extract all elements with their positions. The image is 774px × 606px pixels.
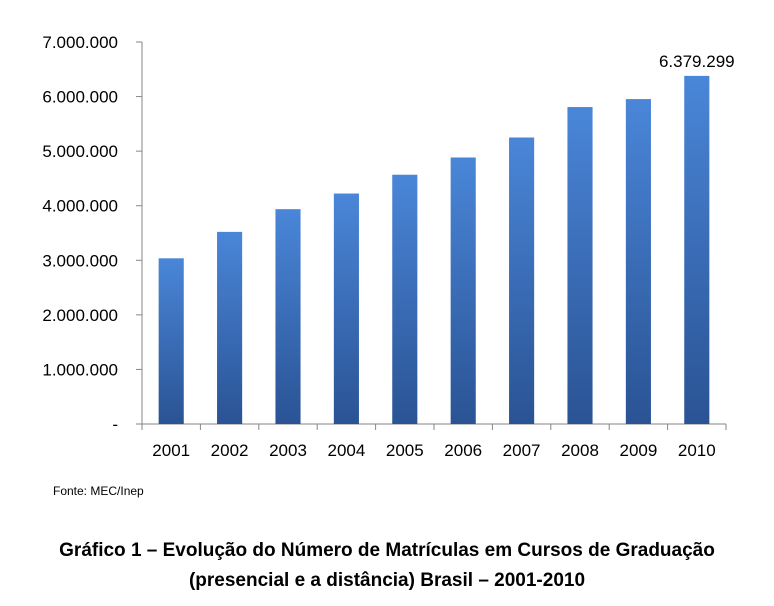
bar-2009	[625, 99, 651, 424]
y-tick-label: -	[112, 415, 118, 434]
bar-2008	[567, 107, 593, 424]
y-tick-label: 5.000.000	[42, 142, 118, 161]
bar-2003	[275, 209, 301, 424]
data-labels: 6.379.299	[659, 52, 735, 71]
figure-caption: Gráfico 1 – Evolução do Número de Matríc…	[0, 536, 774, 596]
x-tick-label: 2001	[152, 441, 190, 460]
y-tick-label: 4.000.000	[42, 197, 118, 216]
bar-2005	[392, 174, 418, 424]
bars	[158, 75, 710, 425]
x-tick-label: 2002	[211, 441, 249, 460]
caption-line-2: (presencial e a distância) Brasil – 2001…	[188, 570, 586, 591]
bar-2004	[333, 193, 359, 424]
x-tick-label: 2004	[327, 441, 365, 460]
x-tick-label: 2009	[619, 441, 657, 460]
y-tick-label: 3.000.000	[42, 251, 118, 270]
x-tick-label: 2005	[386, 441, 424, 460]
data-label-2010: 6.379.299	[659, 52, 735, 71]
bar-2001	[158, 258, 184, 424]
x-tick-label: 2006	[444, 441, 482, 460]
x-tick-label: 2008	[561, 441, 599, 460]
y-tick-label: 7.000.000	[42, 33, 118, 52]
y-tick-label: 6.000.000	[42, 88, 118, 107]
x-tick-label: 2010	[678, 441, 716, 460]
caption-line-1: Gráfico 1 – Evolução do Número de Matríc…	[59, 540, 715, 561]
bar-chart: - 1.000.000 2.000.000 3.000.000 4.000.000 5.0…	[42, 33, 735, 460]
bar-2007	[509, 137, 535, 424]
bar-2006	[450, 157, 476, 425]
source-note: Fonte: MEC/Inep	[53, 484, 144, 498]
x-axis: 2001 2002 2003 2004 2005 2006 2007 2008 2009 2010	[141, 423, 727, 460]
y-tick-label: 1.000.000	[42, 360, 118, 379]
y-axis: - 1.000.000 2.000.000 3.000.000 4.000.000 5.0…	[42, 33, 143, 434]
x-tick-label: 2003	[269, 441, 307, 460]
bar-2010	[684, 75, 710, 424]
bar-2002	[217, 231, 243, 424]
x-tick-label: 2007	[503, 441, 541, 460]
y-tick-label: 2.000.000	[42, 306, 118, 325]
